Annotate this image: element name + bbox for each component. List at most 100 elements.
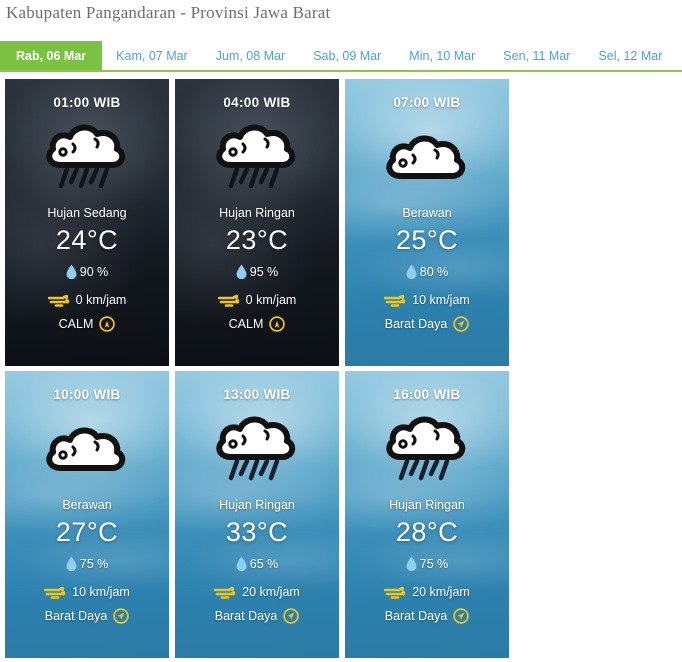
forecast-card[interactable]: 01:00 WIB Hujan Sedang 24°C 90 % 0 km/jam CAL… (5, 79, 169, 366)
forecast-condition: Berawan (62, 498, 112, 512)
day-tab-4[interactable]: Min, 10 Mar (395, 41, 489, 70)
forecast-card[interactable]: 16:00 WIB Hujan Ringan 28°C 75 % 20 km/jam Ba… (345, 371, 509, 658)
compass-arrow-icon (453, 316, 470, 332)
forecast-card[interactable]: 07:00 WIB Berawan 25°C 80 % 10 km/jam Barat D… (345, 79, 509, 366)
forecast-time: 10:00 WIB (53, 387, 121, 402)
day-tab-label: Rab, 06 Mar (16, 48, 87, 63)
forecast-time: 13:00 WIB (223, 387, 291, 402)
wind-direction-row: Barat Daya (175, 608, 339, 624)
wind-direction-value: Barat Daya (384, 317, 448, 331)
wind-speed-value: 10 km/jam (72, 585, 130, 599)
forecast-temperature: 27°C (55, 517, 119, 547)
forecast-card[interactable]: 13:00 WIB Hujan Ringan 33°C 65 % 20 km/jam Ba… (175, 371, 339, 658)
forecast-time: 07:00 WIB (393, 95, 461, 110)
humidity-row: 65 % (175, 556, 339, 571)
day-tab-label: Sel, 12 Mar (598, 48, 663, 63)
forecast-temperature: 24°C (55, 225, 119, 255)
wind-direction-row: CALM (175, 316, 339, 332)
humidity-drop-icon (406, 264, 417, 279)
day-tab-5[interactable]: Sen, 11 Mar (489, 41, 584, 70)
wind-speed-row: 20 km/jam (345, 584, 509, 600)
rain-cloud-icon (5, 112, 169, 204)
wind-direction-row: Barat Daya (5, 608, 169, 624)
forecast-temperature: 23°C (225, 225, 289, 255)
forecast-condition: Berawan (402, 206, 452, 220)
calm-compass-icon (99, 316, 116, 332)
cloud-icon (345, 112, 509, 204)
forecast-card-grid: 01:00 WIB Hujan Sedang 24°C 90 % 0 km/jam CAL… (5, 79, 677, 662)
day-tab-label: Sen, 11 Mar (503, 48, 571, 63)
day-tab-2[interactable]: Jum, 08 Mar (202, 41, 299, 70)
day-tab-label: Kam, 07 Mar (116, 48, 188, 63)
forecast-temperature: 33°C (225, 517, 289, 547)
cloud-icon (5, 404, 169, 496)
day-tab-0[interactable]: Rab, 06 Mar (0, 41, 103, 70)
wind-speed-row: 10 km/jam (345, 292, 509, 308)
humidity-row: 80 % (345, 264, 509, 279)
day-tab-label: Jum, 08 Mar (215, 48, 286, 63)
humidity-drop-icon (406, 556, 417, 571)
humidity-value: 75 % (79, 556, 109, 571)
wind-speed-row: 10 km/jam (5, 584, 169, 600)
wind-direction-value: Barat Daya (384, 609, 448, 623)
humidity-row: 75 % (345, 556, 509, 571)
wind-icon (384, 292, 408, 308)
wind-direction-value: Barat Daya (214, 609, 278, 623)
forecast-card[interactable]: 04:00 WIB Hujan Ringan 23°C 95 % 0 km/jam CAL… (175, 79, 339, 366)
humidity-row: 95 % (175, 264, 339, 279)
forecast-condition: Hujan Ringan (389, 498, 465, 512)
day-tab-bar: Rab, 06 Mar Kam, 07 Mar Jum, 08 Mar Sab, 09… (0, 41, 682, 72)
humidity-value: 90 % (79, 264, 109, 279)
wind-icon (217, 292, 242, 308)
forecast-condition: Hujan Ringan (219, 498, 295, 512)
humidity-value: 75 % (419, 556, 449, 571)
page-title: Kabupaten Pangandaran - Provinsi Jawa Ba… (6, 3, 331, 22)
humidity-drop-icon (236, 556, 247, 571)
humidity-drop-icon (66, 264, 77, 279)
forecast-condition: Hujan Sedang (47, 206, 127, 220)
day-tab-1[interactable]: Kam, 07 Mar (102, 41, 202, 70)
wind-direction-row: Barat Daya (345, 316, 509, 332)
compass-arrow-icon (283, 608, 300, 624)
wind-speed-value: 0 km/jam (75, 293, 127, 307)
wind-speed-row: 0 km/jam (175, 292, 339, 308)
calm-compass-icon (269, 316, 286, 332)
forecast-card[interactable]: 10:00 WIB Berawan 27°C 75 % 10 km/jam Barat D… (5, 371, 169, 658)
wind-speed-value: 20 km/jam (242, 585, 300, 599)
humidity-value: 95 % (249, 264, 279, 279)
wind-icon (44, 584, 68, 600)
forecast-time: 04:00 WIB (223, 95, 291, 110)
wind-icon (214, 584, 238, 600)
rain-cloud-icon (175, 112, 339, 204)
forecast-temperature: 25°C (395, 225, 459, 255)
humidity-value: 65 % (249, 556, 279, 571)
wind-direction-row: CALM (5, 316, 169, 332)
humidity-value: 80 % (419, 264, 449, 279)
day-tab-label: Min, 10 Mar (409, 48, 476, 63)
rain-cloud-icon (175, 404, 339, 496)
wind-speed-row: 20 km/jam (175, 584, 339, 600)
rain-cloud-icon (345, 404, 509, 496)
wind-direction-value: Barat Daya (44, 609, 108, 623)
wind-speed-value: 20 km/jam (412, 585, 470, 599)
day-tab-label: Sab, 09 Mar (313, 48, 382, 63)
wind-speed-value: 0 km/jam (245, 293, 297, 307)
day-tab-3[interactable]: Sab, 09 Mar (299, 41, 395, 70)
forecast-time: 01:00 WIB (53, 95, 121, 110)
forecast-temperature: 28°C (395, 517, 459, 547)
wind-direction-value: CALM (228, 317, 264, 331)
wind-speed-value: 10 km/jam (412, 293, 470, 307)
forecast-condition: Hujan Ringan (219, 206, 295, 220)
wind-speed-row: 0 km/jam (5, 292, 169, 308)
humidity-drop-icon (66, 556, 77, 571)
humidity-drop-icon (236, 264, 247, 279)
wind-direction-value: CALM (58, 317, 94, 331)
compass-arrow-icon (113, 608, 130, 624)
compass-arrow-icon (453, 608, 470, 624)
forecast-time: 16:00 WIB (393, 387, 461, 402)
day-tab-6[interactable]: Sel, 12 Mar (584, 41, 676, 70)
wind-icon (384, 584, 408, 600)
humidity-row: 90 % (5, 264, 169, 279)
wind-icon (47, 292, 72, 308)
